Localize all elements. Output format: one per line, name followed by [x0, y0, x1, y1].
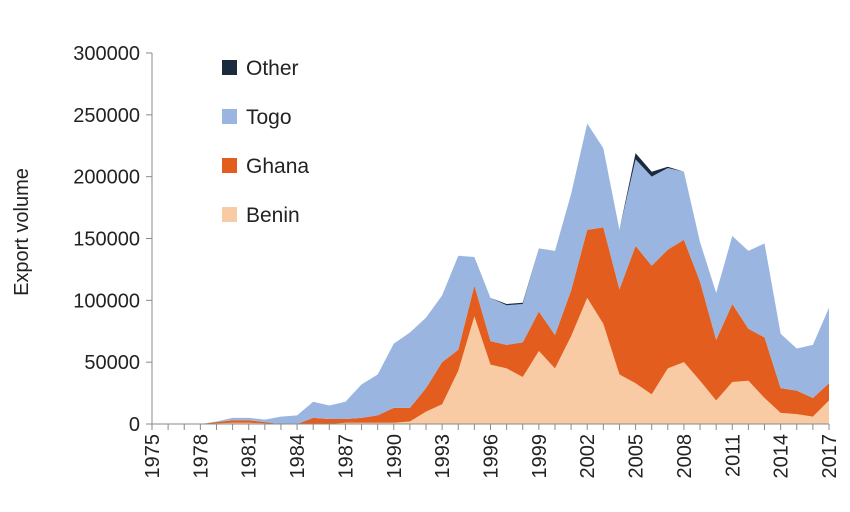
legend-label: Other	[246, 57, 299, 80]
x-tick-label: 1993	[432, 434, 454, 479]
legend-label: Benin	[246, 204, 300, 227]
x-tick-label: 1996	[481, 434, 503, 479]
x-tick-label: 1975	[142, 434, 164, 479]
y-tick-label: 150000	[73, 229, 140, 251]
y-tick-label: 250000	[73, 105, 140, 127]
x-tick-label: 2005	[626, 434, 648, 479]
area-ghana	[152, 227, 829, 424]
y-tick-label: 100000	[73, 290, 140, 312]
x-tick-label: 1978	[190, 434, 212, 479]
x-tick-label: 2011	[722, 434, 744, 477]
legend-swatch	[222, 60, 237, 75]
x-tick-label: 1999	[529, 434, 551, 479]
legend-item-other: Other	[222, 57, 299, 80]
legend-swatch	[222, 158, 237, 173]
x-tick-label: 1990	[384, 434, 406, 479]
legend-swatch	[222, 207, 237, 222]
x-tick-label: 2014	[771, 434, 793, 479]
chart-legend: Other Togo Ghana Benin	[222, 57, 309, 227]
legend-item-togo: Togo	[222, 106, 292, 129]
x-axis-ticks: 1975 1978 1981 1984 1987 1990 1993 1996 1999 2002…	[142, 424, 841, 479]
legend-label: Togo	[246, 106, 292, 129]
x-tick-label: 1984	[287, 434, 309, 479]
x-tick-label: 2017	[819, 434, 841, 479]
legend-label: Ghana	[246, 155, 309, 178]
x-tick-label: 2002	[577, 434, 599, 479]
x-tick-label: 1987	[335, 434, 357, 479]
y-axis-title: Export volume	[11, 168, 33, 296]
area-benin	[152, 297, 829, 424]
area-togo	[152, 123, 829, 425]
x-tick-label: 1981	[239, 434, 261, 479]
legend-item-benin: Benin	[222, 204, 300, 227]
y-tick-label: 0	[129, 414, 140, 436]
y-axis-ticks: 0 50000 100000 150000 200000 250000 300000	[73, 43, 152, 436]
y-tick-label: 300000	[73, 43, 140, 65]
legend-swatch	[222, 109, 237, 124]
legend-item-ghana: Ghana	[222, 155, 309, 178]
y-tick-label: 50000	[84, 352, 140, 374]
x-tick-label: 2008	[674, 434, 696, 479]
y-tick-label: 200000	[73, 167, 140, 189]
chart-areas	[152, 123, 829, 425]
